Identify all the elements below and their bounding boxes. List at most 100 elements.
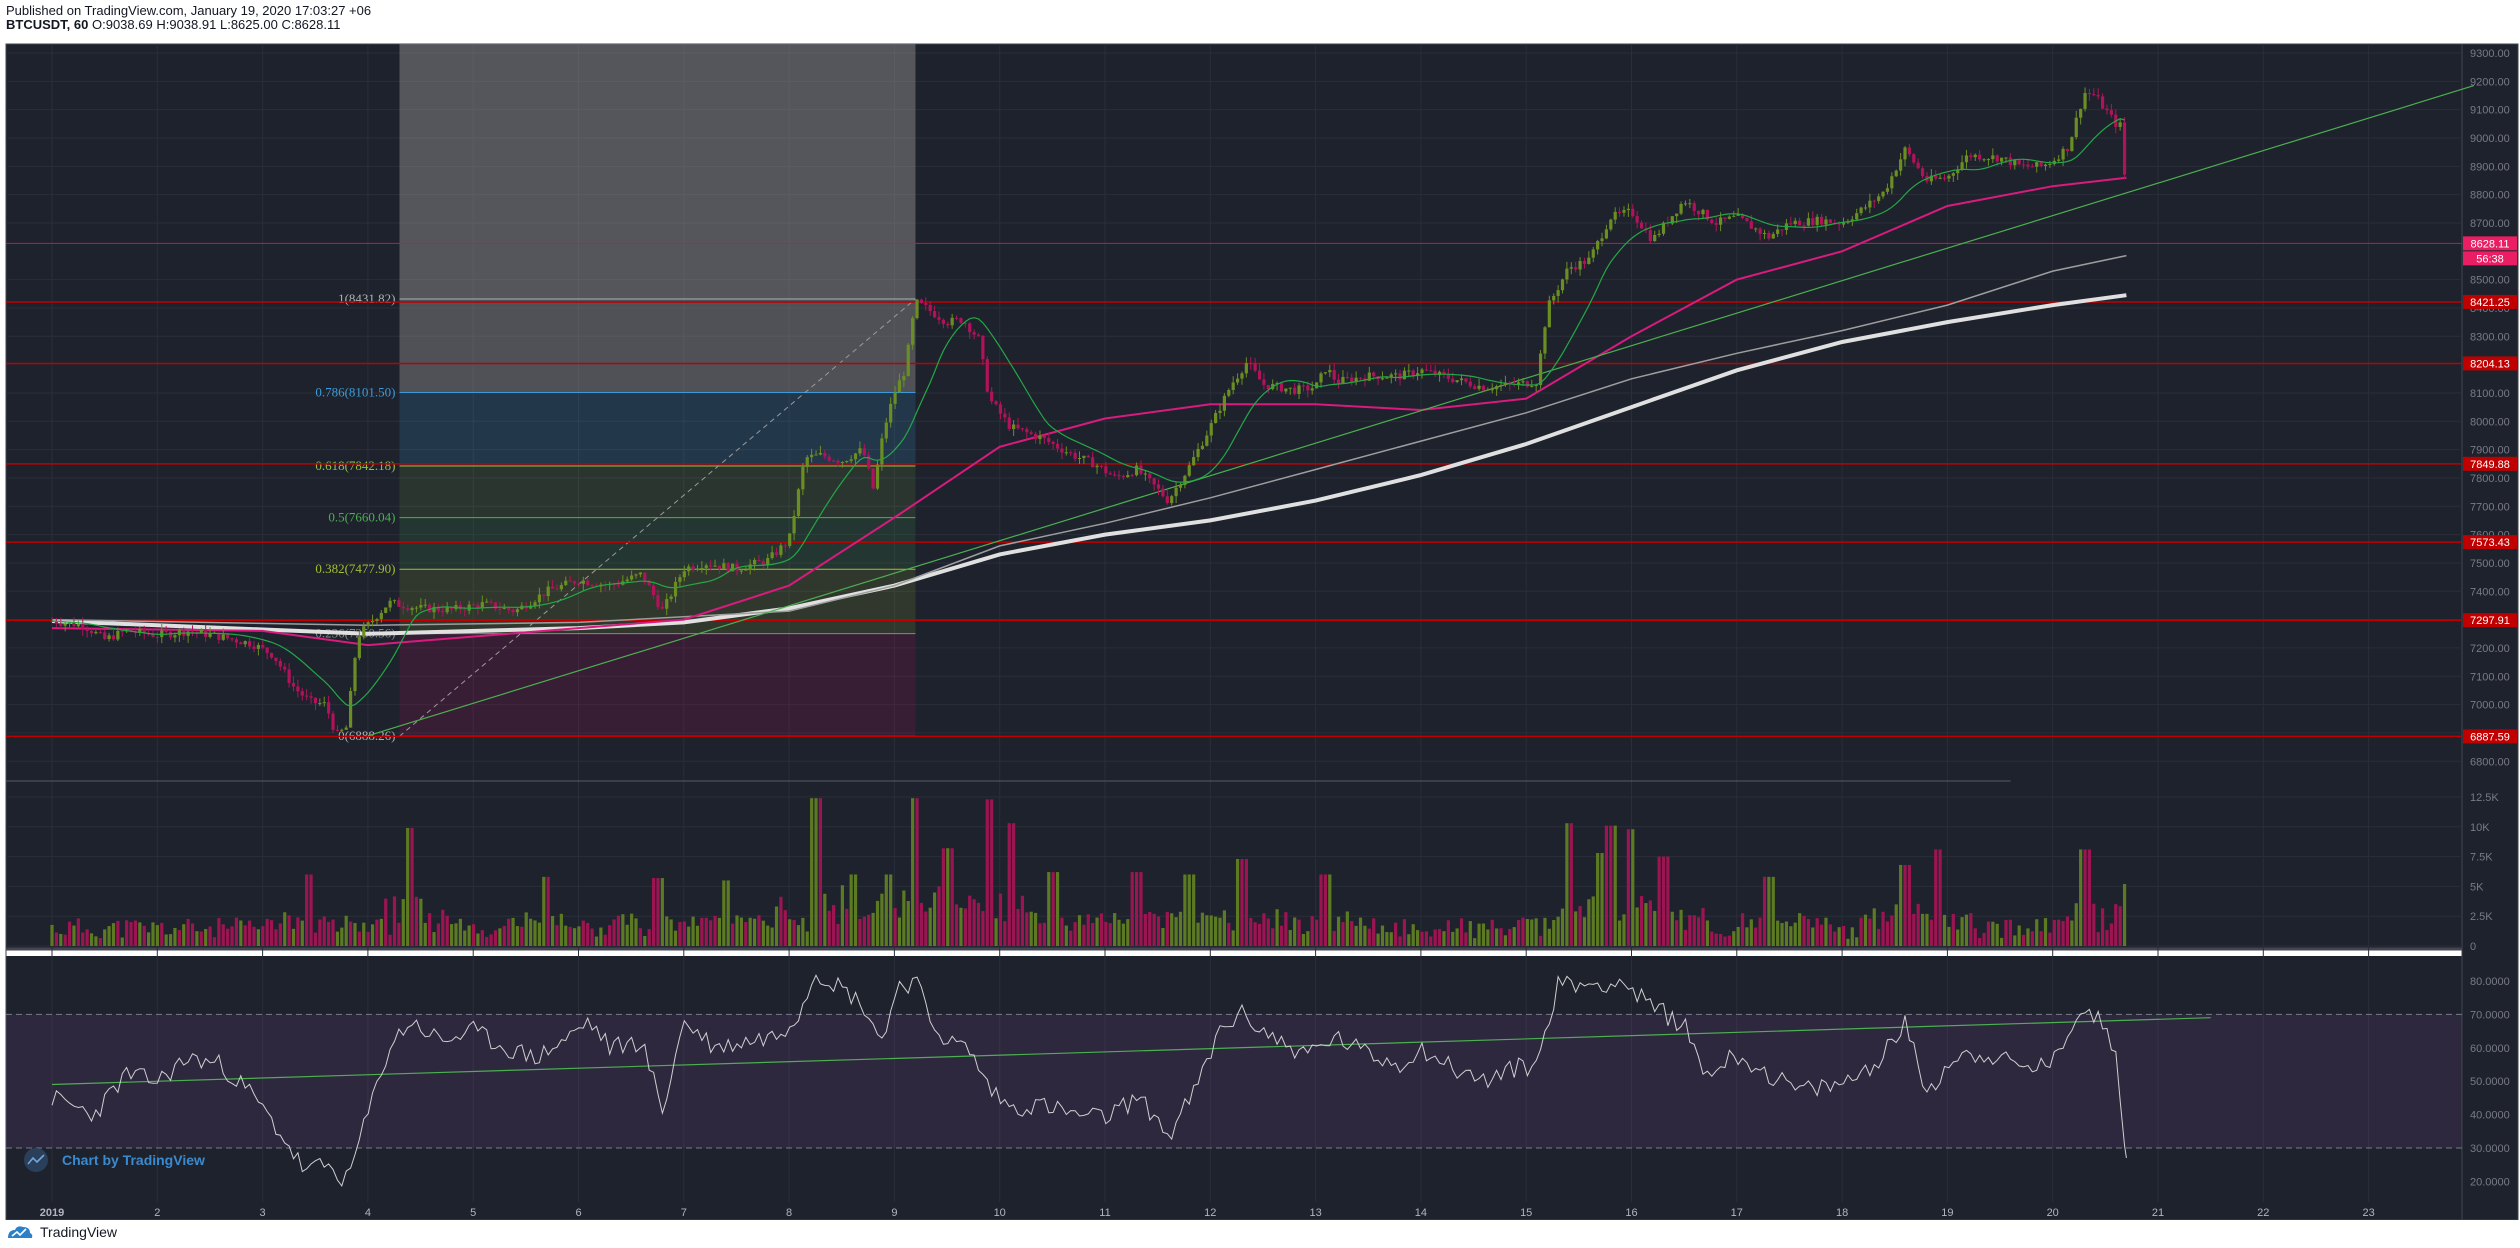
volume-bar: [1310, 916, 1314, 946]
price-axis-tick: 8500.00: [2470, 275, 2510, 287]
volume-bar: [410, 827, 414, 946]
volume-bar: [1534, 918, 1538, 946]
candle-body: [616, 584, 621, 586]
volume-bar: [1745, 927, 1749, 946]
price-axis-tick: 9100.00: [2470, 105, 2510, 117]
candle-body: [173, 635, 177, 638]
candle-body: [867, 455, 871, 469]
candle-body: [1367, 372, 1371, 381]
volume-bar: [1547, 928, 1551, 946]
volume-bar: [199, 931, 203, 946]
candle-body: [1187, 465, 1191, 476]
volume-bar: [713, 915, 717, 946]
candle-body: [1262, 379, 1266, 385]
volume-bar: [274, 929, 278, 946]
candle-body: [1986, 159, 1991, 161]
volume-bar: [665, 916, 669, 946]
candle-body: [186, 631, 190, 636]
volume-bar: [129, 922, 133, 946]
volume-bar: [94, 936, 98, 946]
candle-body: [1389, 374, 1393, 378]
volume-bar: [1666, 856, 1670, 946]
candle-body: [1126, 475, 1130, 478]
candle-body: [81, 624, 85, 629]
volume-bar: [1565, 823, 1569, 946]
volume-bar: [485, 936, 489, 946]
volume-bar: [963, 908, 967, 946]
volume-bar: [1973, 928, 1977, 946]
candle-body: [94, 632, 98, 634]
volume-bar: [1113, 913, 1117, 946]
candle-body: [853, 453, 858, 460]
volume-bar: [669, 919, 673, 946]
volume-bar: [1683, 929, 1688, 946]
volume-bar: [454, 923, 458, 946]
rsi-axis-tick: 40.0000: [2470, 1110, 2510, 1122]
volume-bar: [67, 921, 72, 946]
volume-bar: [678, 922, 682, 946]
volume-bar: [107, 926, 111, 946]
volume-bar: [1894, 904, 1898, 946]
candle-body: [1811, 218, 1815, 225]
candle-body: [902, 376, 906, 381]
volume-bar: [1508, 928, 1512, 946]
volume-bar: [1407, 934, 1411, 946]
time-axis-tick: 10: [994, 1207, 1006, 1219]
volume-bar: [1793, 922, 1797, 946]
volume-bar: [186, 918, 190, 946]
candle-body: [1653, 234, 1657, 242]
volume-bar: [932, 892, 937, 946]
level-badge-label: 7297.91: [2470, 615, 2510, 627]
candle-body: [2030, 166, 2034, 168]
candle-body: [1705, 209, 1710, 220]
candle-body: [142, 628, 146, 634]
volume-bar: [1218, 917, 1222, 946]
volume-bar: [471, 924, 476, 946]
volume-bar: [1947, 926, 1951, 946]
candle-body: [414, 607, 419, 609]
level-badge-label: 8628.11: [2471, 238, 2510, 250]
volume-bar: [1134, 872, 1139, 946]
ma-mid-line: [51, 176, 2127, 647]
candle-body: [335, 729, 340, 731]
volume-bar: [739, 917, 743, 946]
price-axis-tick: 9200.00: [2470, 76, 2510, 88]
volume-bar: [1626, 829, 1630, 946]
candle-body: [1762, 232, 1767, 234]
candle-body: [1679, 204, 1683, 214]
candle-body: [612, 584, 616, 586]
candle-body: [1196, 448, 1200, 458]
volume-bar: [1582, 917, 1587, 946]
candle-body: [1556, 290, 1560, 296]
candle-body: [792, 515, 796, 534]
volume-bar: [269, 920, 274, 946]
volume-bar: [1086, 914, 1090, 946]
published-info: Published on TradingView.com, January 19…: [6, 3, 372, 18]
volume-bar: [788, 919, 792, 946]
candle-body: [774, 552, 779, 555]
candle-body: [168, 631, 173, 638]
volume-bar: [1675, 920, 1679, 946]
candles-group: [50, 87, 2127, 734]
candle-body: [1626, 208, 1630, 211]
candle-body: [1424, 369, 1428, 371]
candle-body: [959, 318, 963, 323]
volume-bar: [1622, 914, 1626, 946]
candle-body: [485, 601, 489, 603]
volume-bar: [234, 917, 239, 946]
candle-body: [515, 609, 520, 613]
volume-bar: [1951, 913, 1955, 946]
candle-body: [1161, 488, 1165, 497]
chart-svg[interactable]: 9300.00 9200.00 9100.00 9000.00 8900.00 8800.…: [0, 0, 2520, 1221]
price-axis-tick: 6800.00: [2470, 756, 2510, 768]
time-axis-tick: 19: [1941, 1207, 1953, 1219]
candle-body: [1714, 223, 1718, 225]
candle-body: [1288, 387, 1292, 389]
volume-bar: [524, 912, 528, 946]
volume-bar: [1319, 874, 1323, 946]
candle-body: [1029, 432, 1033, 434]
candle-body: [1380, 378, 1385, 380]
candle-body: [1841, 222, 1846, 225]
candle-body: [586, 580, 590, 586]
